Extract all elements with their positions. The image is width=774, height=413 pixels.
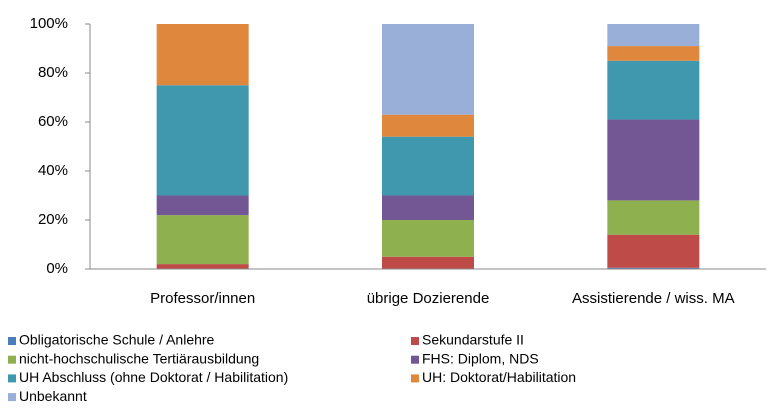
y-tick-label: 40%: [38, 162, 68, 179]
x-tick-label: Assistierende / wiss. MA: [572, 290, 735, 307]
bar-segment: [607, 60, 700, 120]
legend-label: UH Abschluss (ohne Doktorat / Habilitati…: [19, 369, 288, 385]
y-tick-label: 100%: [30, 15, 68, 32]
bar-segment: [607, 234, 700, 268]
y-tick-label: 60%: [38, 113, 68, 130]
y-tick-label: 20%: [38, 211, 68, 228]
x-tick-label: übrige Dozierende: [367, 290, 490, 307]
legend-swatch: [411, 374, 419, 383]
bar-segment: [607, 119, 700, 201]
bar-segment: [156, 264, 249, 269]
bar-segment: [156, 85, 249, 196]
bar-segment: [382, 256, 474, 269]
legend-swatch: [8, 337, 16, 345]
bar-segment: [607, 46, 700, 61]
bar-segment: [607, 267, 700, 269]
legend-swatch: [8, 374, 16, 383]
legend-label: Obligatorische Schule / Anlehre: [19, 332, 215, 348]
legend-swatch: [8, 393, 16, 402]
y-tick-label: 0%: [46, 260, 68, 277]
legend-swatch: [411, 337, 419, 345]
x-tick-label: Professor/innen: [150, 290, 255, 307]
bar-segment: [156, 215, 249, 265]
bar-segment: [382, 24, 474, 115]
bar-segment: [156, 24, 249, 86]
legend-label: Unbekannt: [19, 388, 87, 404]
bar-segment: [607, 24, 700, 47]
legend-label: UH: Doktorat/Habilitation: [422, 369, 576, 385]
bar-segment: [607, 200, 700, 235]
legend-swatch: [411, 355, 419, 364]
bar-segment: [156, 195, 249, 216]
bar-segment: [382, 220, 474, 257]
legend-label: Sekundarstufe II: [422, 332, 524, 348]
y-tick-label: 80%: [38, 64, 68, 81]
legend-label: FHS: Diplom, NDS: [422, 350, 539, 366]
bar-segment: [382, 136, 474, 196]
legend-swatch: [8, 355, 16, 364]
bar-segment: [382, 114, 474, 137]
bar-segment: [382, 195, 474, 220]
legend-label: nicht-hochschulische Tertiärausbildung: [19, 350, 259, 366]
